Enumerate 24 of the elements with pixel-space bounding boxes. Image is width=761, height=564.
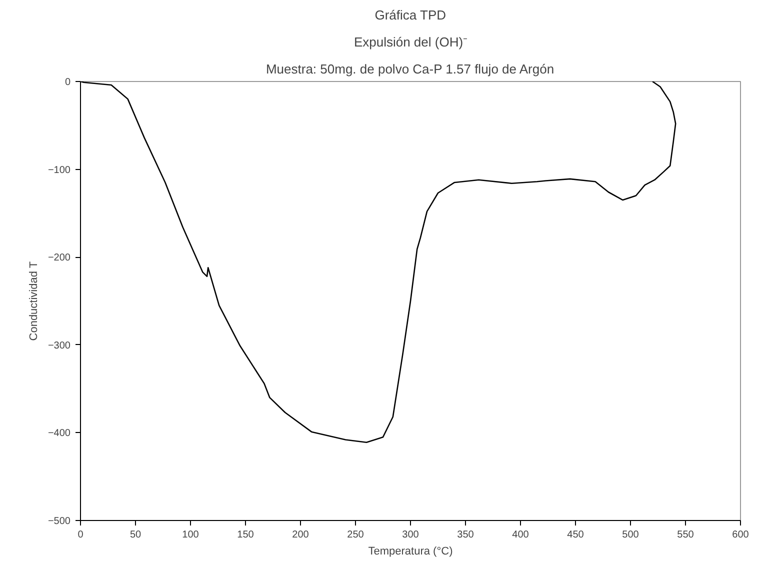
x-tick-label: 500 xyxy=(622,530,640,540)
x-tick-label: 250 xyxy=(347,530,364,540)
x-tick-label: 600 xyxy=(732,530,750,540)
x-tick-label: 350 xyxy=(457,530,474,540)
text: Muestra: 50mg. de polvo Ca-P 1.57 flujo de Argón xyxy=(266,62,554,76)
x-tick-label: 150 xyxy=(237,530,254,540)
x-tick-label: 50 xyxy=(130,530,142,540)
x-tick-label: 550 xyxy=(677,530,694,540)
y-tick-label: −500 xyxy=(48,516,71,527)
x-tick-label: 400 xyxy=(512,530,530,540)
y-axis-title: Conductividad T xyxy=(28,261,40,341)
y-tick-label: −300 xyxy=(48,340,71,352)
x-tick-label: 0 xyxy=(78,530,84,540)
y-tick-label: −100 xyxy=(48,164,71,176)
x-tick-label: 300 xyxy=(402,530,420,540)
y-tick-label: 0 xyxy=(64,77,71,88)
chart-title: Gráfica TPD xyxy=(374,8,446,22)
x-tick-label: 200 xyxy=(292,530,310,540)
x-tick-label: 450 xyxy=(567,530,584,540)
chart-subtitle: Expulsión del (OH)⁻ xyxy=(354,34,468,50)
x-axis-title: Temperatura (°C) xyxy=(368,546,453,558)
y-tick-label: −400 xyxy=(48,428,71,440)
x-tick-label: 100 xyxy=(182,530,200,540)
y-tick-label: −200 xyxy=(48,252,71,264)
